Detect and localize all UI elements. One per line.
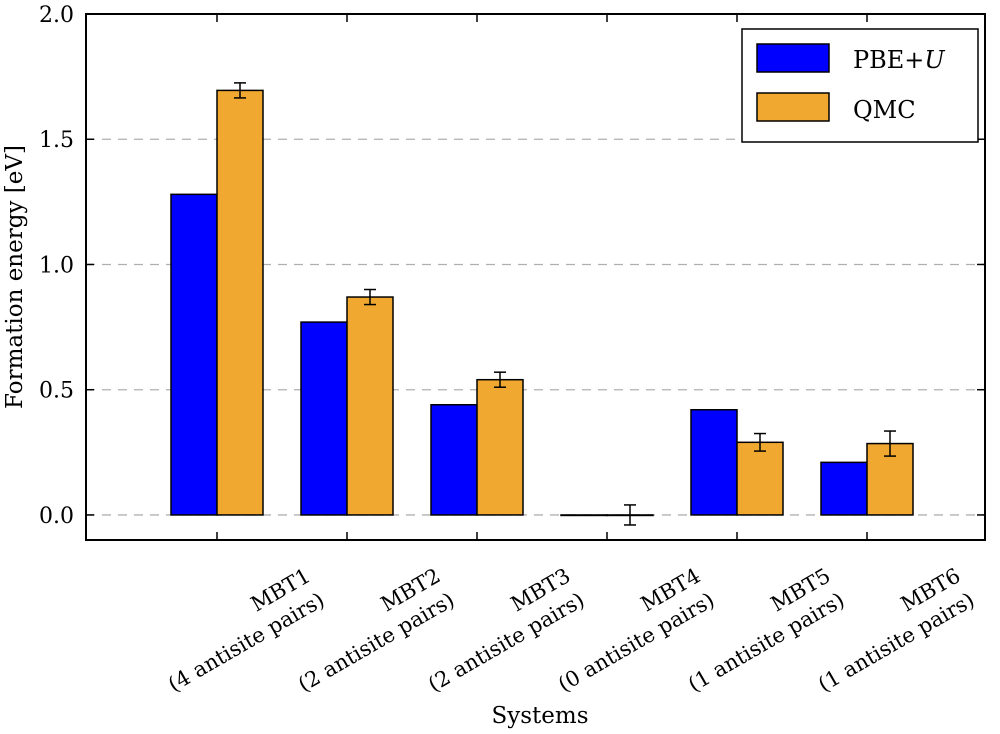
legend-label-pbe-u: PBE+U [853, 46, 945, 74]
y-axis-label: Formation energy [eV] [2, 145, 28, 409]
legend-label-qmc: QMC [853, 96, 916, 124]
y-tick-label: 1.0 [39, 253, 74, 278]
bar-qmc [476, 378, 524, 516]
bars [170, 89, 914, 517]
error-bars [234, 82, 896, 526]
y-tick-label: 0.5 [39, 379, 74, 404]
legend: PBE+U QMC [741, 28, 979, 143]
bar-pbe-u [170, 193, 218, 516]
bar-pbe-u [690, 409, 738, 516]
y-tick-label: 2.0 [39, 3, 74, 28]
bar-pbe-u [430, 403, 478, 516]
legend-swatch-pbe-u [756, 43, 830, 73]
y-tick-label: 0.0 [39, 504, 74, 529]
bar-qmc [216, 89, 264, 516]
bar-qmc [346, 296, 394, 516]
plot-frame [85, 13, 986, 541]
x-axis-label: Systems [491, 703, 588, 729]
y-tick-label: 1.5 [39, 128, 74, 153]
y-ticks: 0.0 0.5 1.0 1.5 2.0 [39, 3, 985, 529]
bar-pbe-u [300, 321, 348, 516]
legend-swatch-qmc [756, 92, 830, 122]
bar-qmc [736, 441, 784, 516]
bar-pbe-u [820, 461, 868, 516]
bar-pbe-u [560, 514, 608, 517]
